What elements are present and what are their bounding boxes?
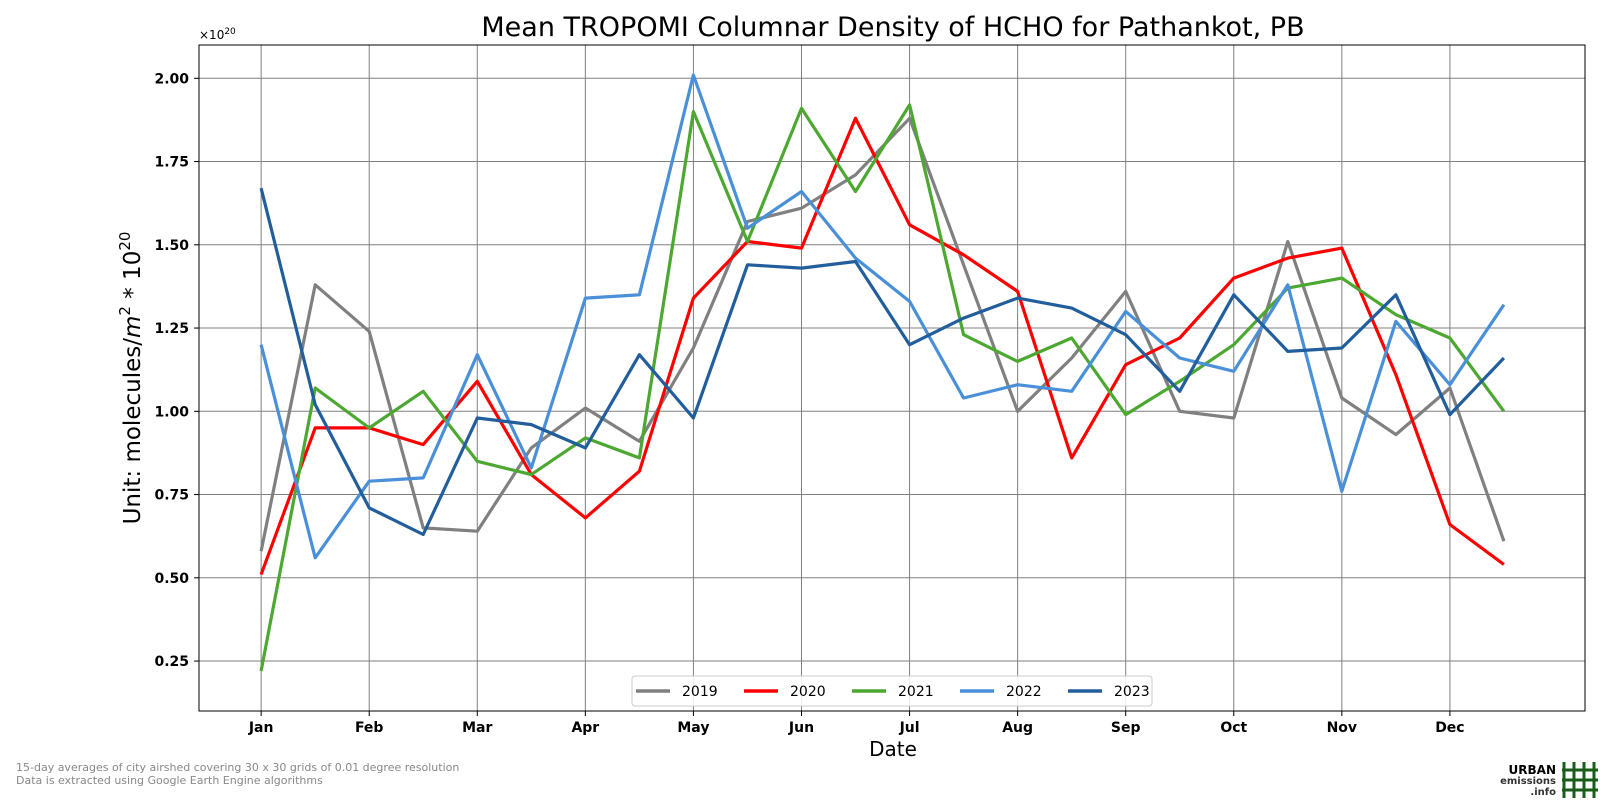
- y-axis-ticks: 0.25 0.50 0.75 1.00 1.25 1.50 1.75 2.00: [154, 71, 199, 670]
- y-axis-label: Unit: molecules/m2 * 1020: [116, 232, 146, 525]
- legend-box: [631, 675, 1153, 707]
- y-tick-label: 1.00: [154, 404, 189, 420]
- series-line-2023: [259, 187, 1506, 537]
- footnote-line-2: Data is extracted using Google Earth Eng…: [16, 774, 323, 787]
- series-line-2021: [259, 103, 1506, 672]
- y-tick-label: 1.50: [154, 238, 189, 254]
- offset-label: ×1020: [199, 27, 236, 42]
- x-tick-label: Apr: [571, 720, 599, 736]
- x-tick-label: Jun: [788, 720, 814, 736]
- x-tick-label: Feb: [355, 720, 384, 736]
- x-tick-label: Oct: [1220, 720, 1247, 736]
- legend-label-2023: 2023: [1114, 684, 1150, 700]
- y-tick-label: 0.25: [154, 654, 189, 670]
- series-line-2022: [259, 73, 1506, 560]
- x-tick-label: May: [677, 720, 709, 736]
- urban-emissions-logo: URBAN emissions .info: [1498, 762, 1598, 798]
- y-tick-label: 0.50: [154, 571, 189, 587]
- x-tick-label: Mar: [462, 720, 492, 736]
- grid: [199, 45, 1585, 711]
- x-tick-label: Aug: [1002, 720, 1033, 736]
- x-axis-ticks: Jan Feb Mar Apr May Jun Jul Aug Sep Oct Nov Dec: [248, 711, 1465, 736]
- x-axis-label: Date: [869, 737, 917, 761]
- legend-label-2022: 2022: [1006, 684, 1042, 700]
- y-tick-label: 2.00: [154, 71, 189, 87]
- logo-text-emissions: emissions: [1500, 776, 1556, 787]
- legend-label-2020: 2020: [790, 684, 826, 700]
- y-tick-label: 1.25: [154, 321, 189, 337]
- x-tick-label: Jan: [248, 720, 274, 736]
- y-tick-label: 0.75: [154, 488, 189, 504]
- legend-label-2019: 2019: [682, 684, 718, 700]
- series-line-2020: [259, 116, 1505, 576]
- x-tick-label: Nov: [1327, 720, 1357, 736]
- legend-label-2021: 2021: [898, 684, 934, 700]
- series-lines: [259, 73, 1506, 672]
- grid-logo-icon: [1562, 762, 1598, 798]
- chart-title: Mean TROPOMI Columnar Density of HCHO fo…: [481, 12, 1304, 43]
- x-tick-label: Sep: [1111, 720, 1141, 736]
- logo-text-info: .info: [1530, 787, 1556, 798]
- x-tick-label: Jul: [899, 720, 920, 736]
- logo-text-urban: URBAN: [1508, 763, 1556, 777]
- series-line-2019: [259, 116, 1506, 552]
- legend: 2019 2020 2021 2022 2023: [631, 675, 1153, 707]
- plot-frame: [198, 44, 1586, 712]
- footnote-line-1: 15-day averages of city airshed covering…: [16, 761, 460, 774]
- y-tick-label: 1.75: [154, 155, 189, 171]
- x-tick-label: Dec: [1435, 720, 1464, 736]
